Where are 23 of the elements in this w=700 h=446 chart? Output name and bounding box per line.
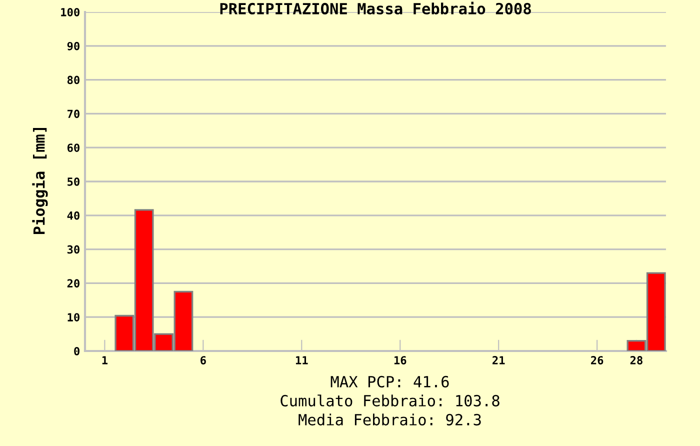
x-tick-label: 21: [492, 356, 505, 364]
y-tick-label: 80: [67, 76, 80, 84]
y-tick-label: 20: [67, 279, 80, 288]
y-tick-label: 0: [74, 346, 80, 356]
y-axis-title: Pioggia [mm]: [32, 128, 48, 234]
y-tick-label: 100: [61, 8, 80, 16]
x-tick-label: 16: [394, 356, 406, 364]
text: Cumulato Febbraio: 103.8: [280, 394, 500, 406]
x-tick-label: 28: [630, 356, 642, 364]
y-tick-label: 60: [67, 144, 80, 152]
y-tick-label: 40: [67, 211, 80, 220]
x-tick-label: 26: [591, 356, 604, 364]
text: Media Febbraio: 92.3: [298, 414, 481, 426]
x-tick-label: 6: [200, 356, 206, 364]
text: MAX PCP: 41.6: [330, 376, 449, 388]
chart-title: PRECIPITAZIONE Massa Febbraio 2008: [220, 2, 531, 14]
y-tick-label: 70: [67, 110, 80, 118]
y-tick-label: 90: [67, 42, 80, 50]
y-tick-label: 50: [68, 177, 80, 186]
x-tick-label: 11: [296, 356, 308, 364]
y-tick-label: 30: [67, 245, 80, 254]
y-tick-label: 10: [68, 313, 80, 322]
x-tick-label: 1: [102, 356, 108, 364]
